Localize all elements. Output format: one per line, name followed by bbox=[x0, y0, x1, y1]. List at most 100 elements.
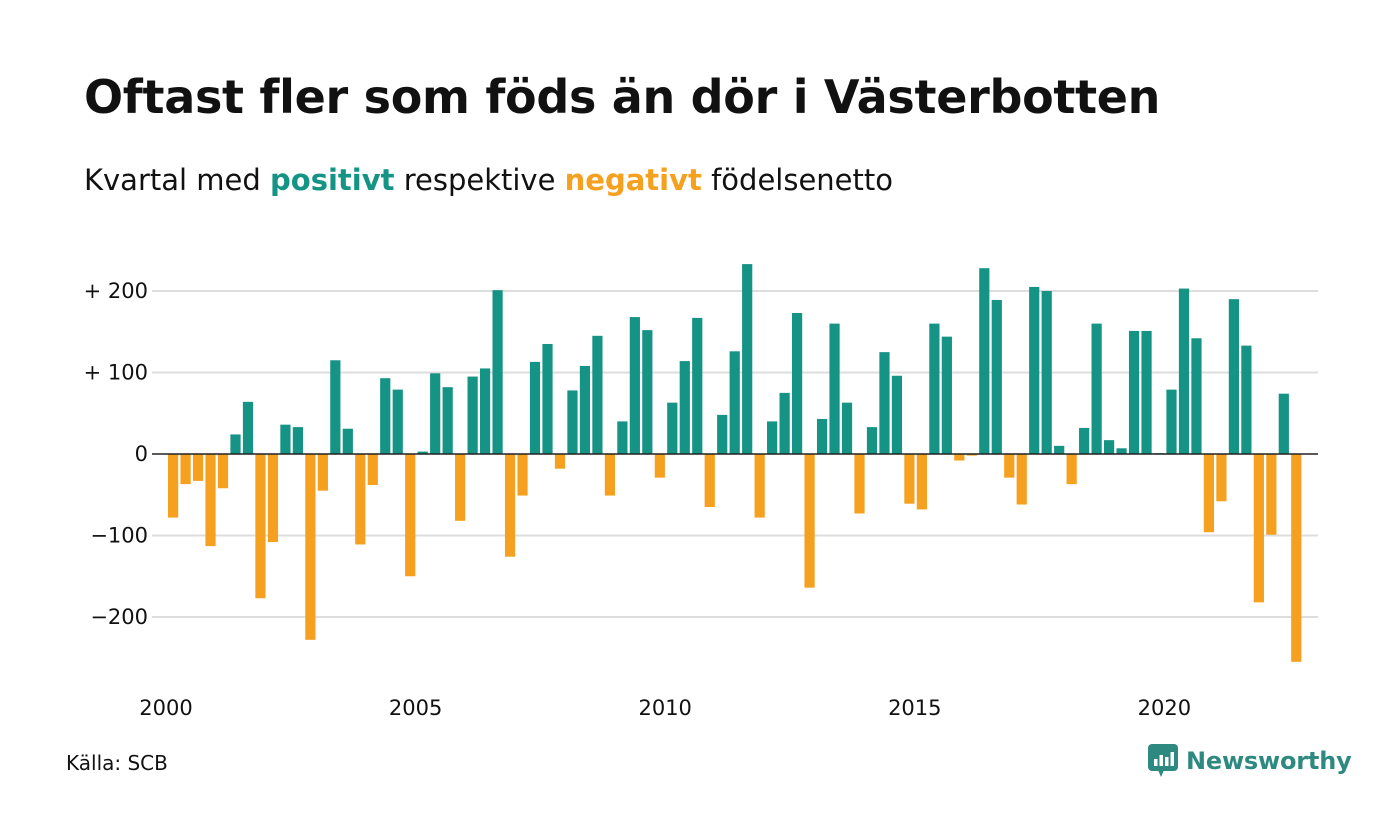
bar bbox=[642, 330, 653, 454]
bar bbox=[854, 454, 865, 514]
bar bbox=[1104, 440, 1115, 454]
bar bbox=[954, 454, 965, 461]
bar bbox=[180, 454, 191, 485]
bar bbox=[1029, 286, 1040, 454]
bar bbox=[1203, 454, 1215, 533]
bar bbox=[1216, 454, 1227, 502]
bar bbox=[1016, 454, 1027, 505]
bar bbox=[255, 454, 266, 599]
y-tick-label: −200 bbox=[90, 605, 148, 629]
chart-title: Oftast fler som föds än dör i Västerbott… bbox=[84, 70, 1161, 124]
bar bbox=[654, 454, 665, 478]
x-axis-labels: 2000 2005 2010 2015 2020 bbox=[139, 696, 1191, 720]
bar bbox=[554, 454, 566, 469]
bar bbox=[717, 414, 728, 454]
bar bbox=[168, 454, 179, 518]
bar bbox=[1141, 330, 1152, 454]
subtitle-suffix: födelsenetto bbox=[711, 163, 893, 197]
bar bbox=[804, 454, 815, 588]
bar bbox=[367, 454, 378, 485]
bar bbox=[517, 454, 528, 496]
bar bbox=[1041, 291, 1052, 454]
bar bbox=[679, 361, 690, 454]
y-tick-label: + 100 bbox=[84, 361, 148, 385]
bar bbox=[430, 373, 441, 454]
bar bbox=[1091, 323, 1102, 454]
bar bbox=[355, 454, 366, 545]
bar bbox=[754, 454, 765, 518]
bar bbox=[767, 421, 778, 454]
bar bbox=[455, 454, 466, 521]
bar bbox=[342, 428, 353, 454]
bar bbox=[692, 317, 703, 454]
x-tick-label: 2005 bbox=[389, 696, 442, 720]
bar bbox=[317, 454, 328, 491]
bar bbox=[816, 418, 828, 454]
bar bbox=[1278, 393, 1289, 454]
bar bbox=[542, 343, 553, 454]
bar bbox=[1291, 454, 1302, 662]
bar bbox=[1266, 454, 1277, 535]
source-note: Källa: SCB bbox=[66, 751, 168, 775]
bar bbox=[916, 454, 927, 510]
bar bbox=[1116, 448, 1127, 455]
x-tick-label: 2020 bbox=[1138, 696, 1191, 720]
bar bbox=[504, 454, 516, 557]
bar bbox=[330, 360, 341, 454]
newsworthy-logo-icon bbox=[1148, 744, 1178, 777]
bar bbox=[941, 336, 952, 454]
y-tick-label: + 200 bbox=[84, 279, 148, 303]
brand-name: Newsworthy bbox=[1186, 747, 1352, 775]
x-tick-label: 2010 bbox=[638, 696, 691, 720]
bar bbox=[1054, 445, 1065, 454]
bar bbox=[579, 365, 591, 454]
subtitle-prefix: Kvartal med bbox=[84, 163, 261, 197]
bar bbox=[405, 454, 416, 577]
bar bbox=[529, 361, 541, 454]
bar bbox=[742, 264, 753, 454]
bar bbox=[667, 402, 678, 454]
bar bbox=[904, 454, 915, 504]
bar bbox=[1079, 427, 1090, 454]
bar bbox=[1253, 454, 1264, 603]
bar bbox=[567, 390, 578, 454]
bar bbox=[604, 454, 615, 496]
bar bbox=[1191, 338, 1202, 454]
bar bbox=[192, 454, 204, 481]
bar bbox=[292, 427, 303, 454]
bar bbox=[891, 375, 903, 454]
bar bbox=[592, 335, 603, 454]
bar bbox=[305, 454, 316, 640]
bar bbox=[829, 323, 840, 454]
bar bbox=[280, 424, 291, 454]
y-tick-label: 0 bbox=[135, 442, 148, 466]
bars bbox=[168, 264, 1302, 662]
bar bbox=[779, 392, 790, 454]
bar bbox=[1128, 330, 1140, 454]
x-tick-label: 2015 bbox=[888, 696, 941, 720]
bar bbox=[629, 317, 640, 454]
bar bbox=[205, 454, 216, 547]
bar bbox=[467, 376, 478, 454]
bar bbox=[1178, 288, 1190, 454]
subtitle-middle: respektive bbox=[403, 163, 556, 197]
bar bbox=[879, 352, 890, 455]
bar bbox=[704, 454, 715, 507]
bar bbox=[929, 323, 940, 454]
bar bbox=[979, 268, 990, 454]
brand-logo: Newsworthy bbox=[1148, 744, 1352, 778]
chart-subtitle: Kvartal med positivt respektive negativt… bbox=[84, 163, 893, 198]
bar bbox=[230, 434, 241, 454]
bar bbox=[217, 454, 229, 489]
bar bbox=[442, 387, 453, 454]
bar bbox=[866, 427, 878, 454]
bar bbox=[380, 378, 391, 454]
y-tick-label: −100 bbox=[90, 524, 148, 548]
bar bbox=[729, 351, 740, 454]
bar bbox=[991, 299, 1002, 454]
subtitle-negative-label: negativt bbox=[564, 163, 702, 197]
bar bbox=[267, 454, 279, 543]
bar bbox=[792, 313, 803, 454]
bar bbox=[242, 401, 254, 454]
